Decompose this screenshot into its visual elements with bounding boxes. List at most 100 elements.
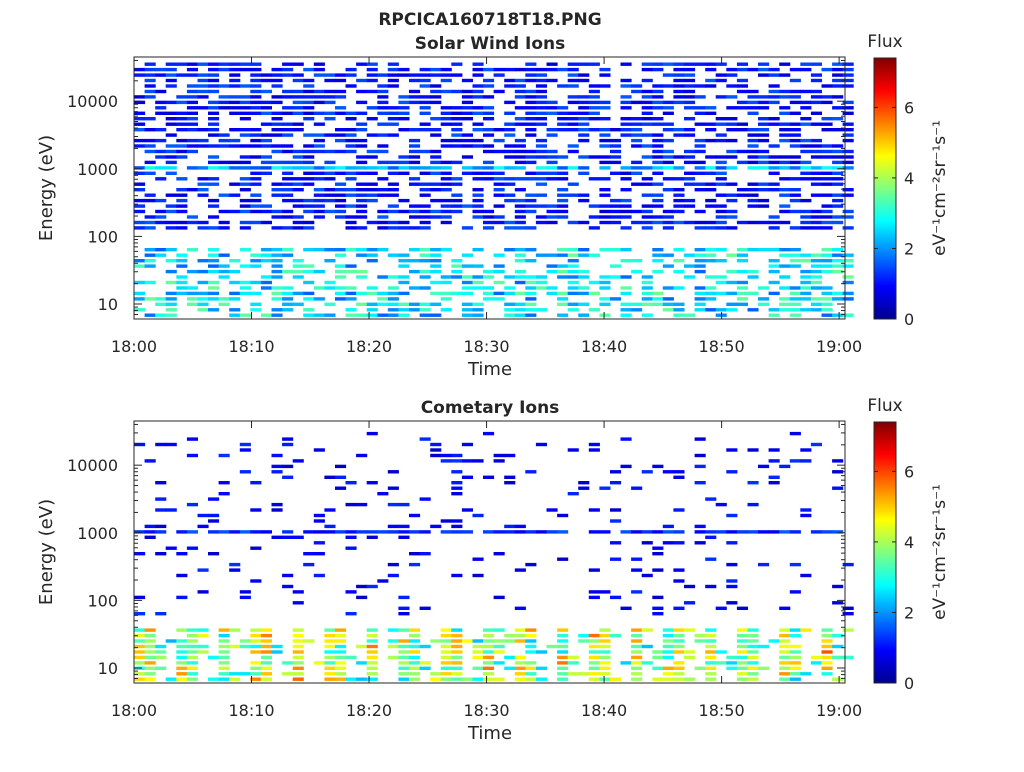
spectrogram-cell <box>483 644 495 649</box>
spectrogram-cell <box>546 166 558 170</box>
spectrogram-cell <box>398 280 410 285</box>
spectrogram-cell <box>768 117 780 121</box>
spectrogram-cell <box>461 530 473 534</box>
spectrogram-cell <box>599 297 611 301</box>
spectrogram-cell <box>832 67 844 72</box>
spectrogram-cell <box>800 259 812 263</box>
spectrogram-cell <box>155 650 167 654</box>
spectrogram-cell <box>345 220 357 225</box>
spectrogram-cell <box>514 122 526 126</box>
spectrogram-cell <box>641 286 653 290</box>
spectrogram-cell <box>599 486 611 490</box>
spectrogram-cell <box>821 177 833 181</box>
spectrogram-cell <box>419 552 431 556</box>
spectrogram-cell <box>800 67 812 72</box>
spectrogram-cell <box>736 259 748 263</box>
spectrogram-cell <box>493 128 505 132</box>
spectrogram-cell <box>525 275 537 279</box>
spectrogram-cell <box>451 677 463 681</box>
spectrogram-cell <box>747 204 759 208</box>
spectrogram-cell <box>356 248 368 252</box>
spectrogram-cell <box>366 661 378 665</box>
spectrogram-cell <box>662 644 674 649</box>
spectrogram-cell <box>546 215 558 219</box>
spectrogram-cell <box>483 269 495 274</box>
spectrogram-cell <box>578 111 590 115</box>
spectrogram-cell <box>567 62 579 66</box>
spectrogram-cell <box>440 78 452 83</box>
spectrogram-cell <box>715 155 727 159</box>
spectrogram-cell <box>842 133 854 137</box>
spectrogram-cell <box>313 122 325 126</box>
spectrogram-cell <box>387 67 399 72</box>
spectrogram-cell <box>472 639 484 643</box>
spectrogram-cell <box>208 62 220 66</box>
spectrogram-cell <box>144 73 156 77</box>
spectrogram-cell <box>430 67 442 72</box>
spectrogram-cell <box>705 84 717 88</box>
colorbar-tick-label: 4 <box>904 169 914 188</box>
x-tick-label: 18:00 <box>111 701 157 720</box>
spectrogram-cell <box>525 122 537 126</box>
spectrogram-cell <box>800 171 812 175</box>
spectrogram-cell <box>387 193 399 197</box>
spectrogram-cell <box>514 138 526 143</box>
spectrogram-cell <box>324 672 336 676</box>
spectrogram-cell <box>313 138 325 143</box>
spectrogram-cell <box>165 155 177 159</box>
spectrogram-cell <box>768 160 780 165</box>
spectrogram-cell <box>747 160 759 165</box>
spectrogram-cell <box>535 144 547 148</box>
spectrogram-cell <box>144 677 156 681</box>
spectrogram-cell <box>134 73 146 77</box>
spectrogram-cell <box>662 530 674 534</box>
spectrogram-cell <box>546 508 558 512</box>
spectrogram-cell <box>377 133 389 137</box>
spectrogram-cell <box>451 524 463 529</box>
spectrogram-cell <box>335 297 347 301</box>
spectrogram-cell <box>218 100 230 105</box>
spectrogram-cell <box>398 535 410 539</box>
spectrogram-cell <box>546 111 558 115</box>
spectrogram-cell <box>377 111 389 115</box>
spectrogram-cell <box>239 133 251 137</box>
spectrogram-cell <box>282 475 294 479</box>
spectrogram-cell <box>356 182 368 186</box>
spectrogram-cell <box>176 204 188 208</box>
spectrogram-cell <box>631 590 643 594</box>
spectrogram-cell <box>250 546 262 550</box>
spectrogram-cell <box>134 226 146 230</box>
spectrogram-cell <box>800 149 812 154</box>
spectrogram-cell <box>631 144 643 148</box>
spectrogram-cell <box>557 117 569 121</box>
spectrogram-cell <box>546 291 558 296</box>
spectrogram-cell <box>736 655 748 660</box>
spectrogram-cell <box>726 280 738 285</box>
spectrogram-cell <box>461 264 473 268</box>
spectrogram-cell <box>631 84 643 88</box>
spectrogram-cell <box>631 530 643 534</box>
spectrogram-cell <box>377 95 389 99</box>
spectrogram-cell <box>535 215 547 219</box>
spectrogram-cell <box>134 639 146 643</box>
spectrogram-cell <box>514 248 526 252</box>
spectrogram-cell <box>673 677 685 681</box>
spectrogram-cell <box>514 84 526 88</box>
colorbar-tick-label: 6 <box>904 98 914 117</box>
spectrogram-cell <box>726 513 738 518</box>
spectrogram-cell <box>250 639 262 643</box>
spectrogram-cell <box>155 128 167 132</box>
spectrogram-cell <box>832 193 844 197</box>
spectrogram-cell <box>779 160 791 165</box>
spectrogram-cell <box>588 633 600 638</box>
spectrogram-cell <box>588 568 600 572</box>
spectrogram-cell <box>832 215 844 219</box>
spectrogram-cell <box>514 672 526 676</box>
spectrogram-cell <box>705 166 717 170</box>
spectrogram-cell <box>398 308 410 312</box>
spectrogram-cell <box>546 644 558 649</box>
spectrogram-cell <box>208 73 220 77</box>
spectrogram-cell <box>535 308 547 312</box>
spectrogram-cell <box>377 297 389 301</box>
spectrogram-cell <box>134 612 146 616</box>
